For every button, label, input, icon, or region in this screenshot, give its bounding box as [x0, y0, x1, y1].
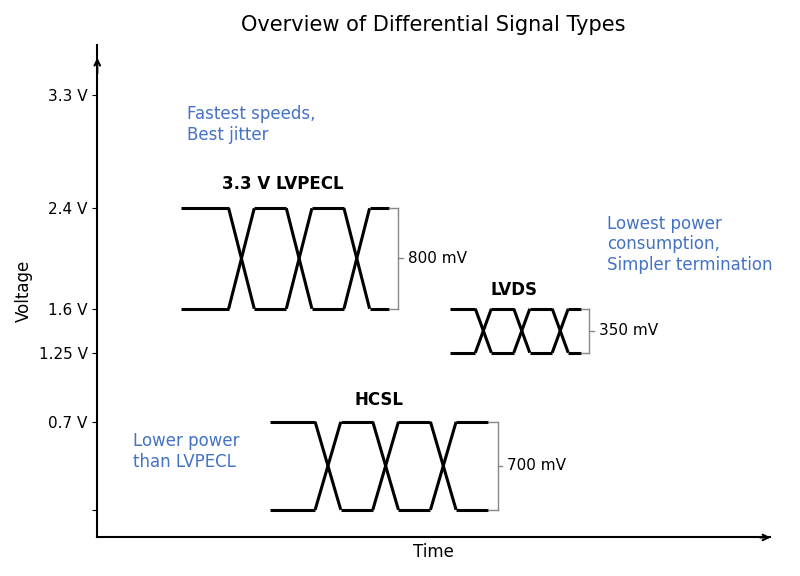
Text: 3.3 V LVPECL: 3.3 V LVPECL — [222, 175, 344, 193]
Y-axis label: Voltage: Voltage — [15, 260, 33, 323]
Title: Overview of Differential Signal Types: Overview of Differential Signal Types — [242, 15, 626, 35]
Text: Lowest power
consumption,
Simpler termination: Lowest power consumption, Simpler termin… — [606, 214, 772, 274]
Text: 350 mV: 350 mV — [599, 323, 658, 338]
Text: Fastest speeds,
Best jitter: Fastest speeds, Best jitter — [187, 105, 315, 144]
X-axis label: Time: Time — [414, 543, 454, 561]
Text: 800 mV: 800 mV — [408, 251, 467, 266]
Text: HCSL: HCSL — [354, 391, 404, 410]
Text: 700 mV: 700 mV — [507, 458, 566, 473]
Text: Lower power
than LVPECL: Lower power than LVPECL — [133, 432, 239, 471]
Text: LVDS: LVDS — [490, 281, 538, 299]
